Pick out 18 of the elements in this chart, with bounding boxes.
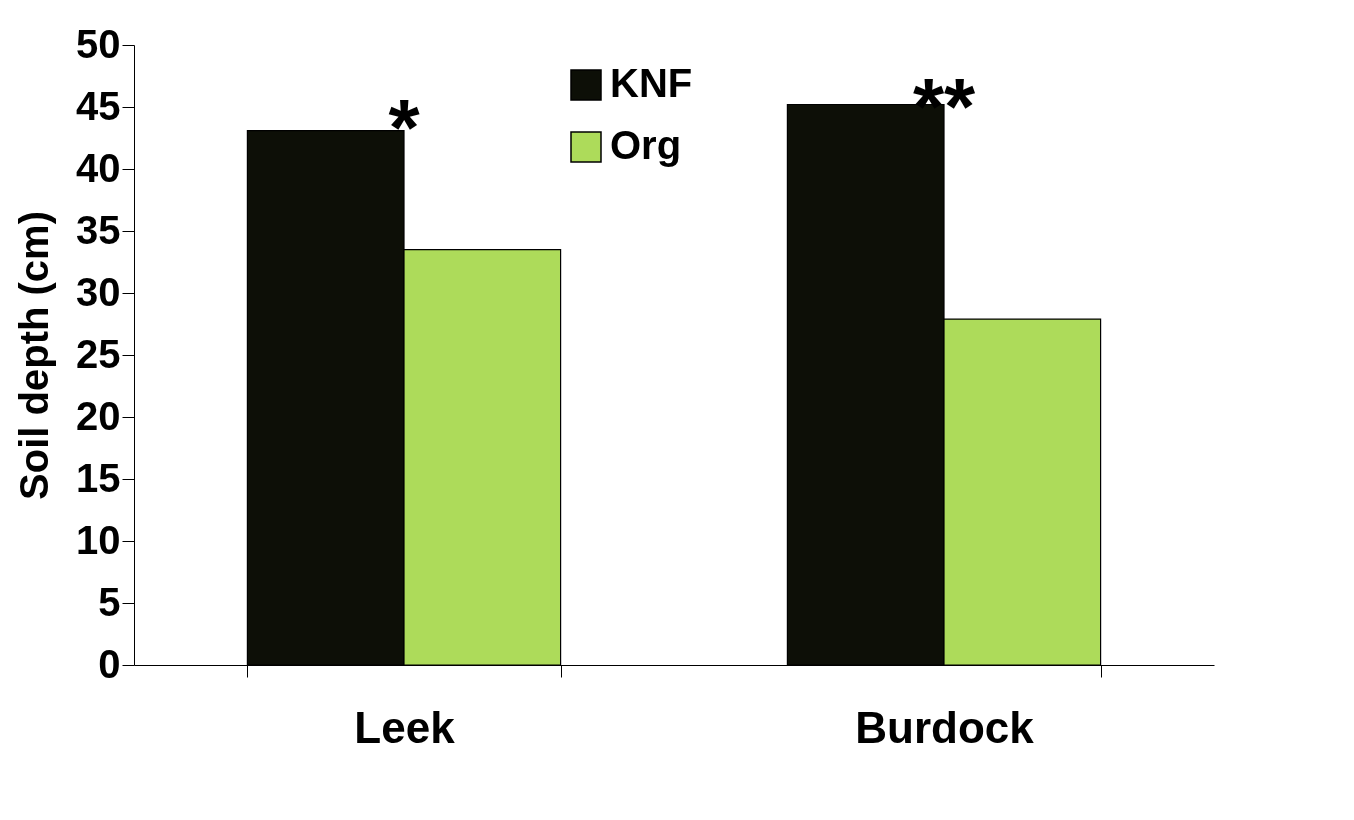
y-tick-label: 45 — [76, 83, 121, 128]
y-axis-title: Soil depth (cm) — [12, 211, 57, 500]
annotation: ** — [912, 61, 976, 151]
y-tick-label: 0 — [98, 641, 121, 686]
y-tick-label: 15 — [76, 455, 121, 500]
y-tick-label: 20 — [76, 393, 121, 438]
y-tick-label: 5 — [98, 579, 121, 624]
annotation: * — [388, 83, 421, 173]
y-tick-label: 10 — [76, 517, 121, 562]
y-tick-label: 25 — [76, 331, 121, 376]
legend-label: Org — [610, 123, 682, 167]
y-tick-label: 50 — [76, 21, 121, 66]
x-tick-label: Leek — [354, 702, 456, 752]
y-tick-label: 35 — [76, 207, 121, 252]
x-tick-label: Burdock — [855, 702, 1035, 752]
y-tick-label: 40 — [76, 145, 121, 190]
legend-label: KNF — [610, 61, 693, 105]
y-tick-label: 30 — [76, 269, 121, 314]
